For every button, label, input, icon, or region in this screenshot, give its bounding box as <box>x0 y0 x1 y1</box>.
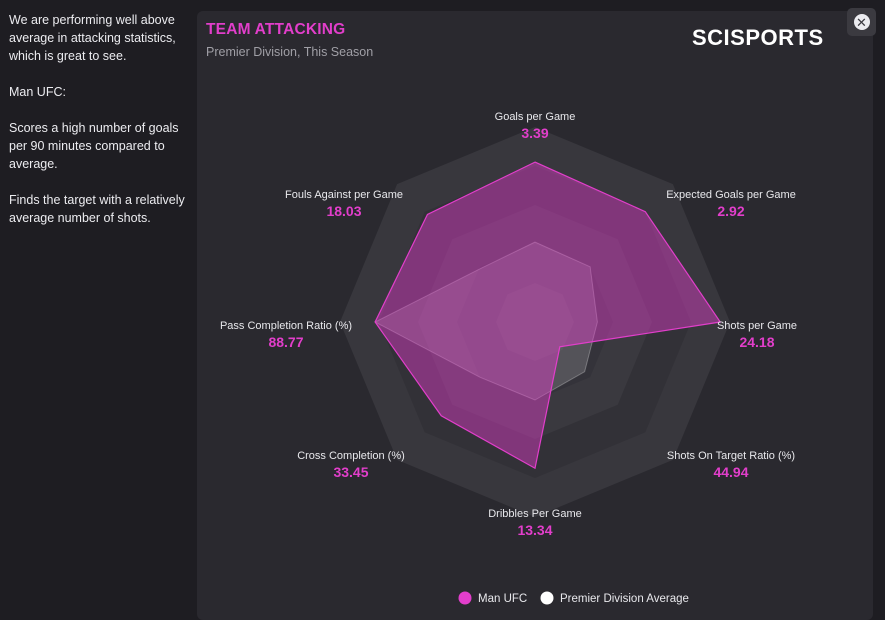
team-series-area <box>374 161 722 470</box>
axis-label: Pass Completion Ratio (%) <box>220 320 352 332</box>
axis-value: 13.34 <box>517 522 552 538</box>
insight-paragraph: Man UFC: <box>9 85 66 99</box>
chart-subtitle: Premier Division, This Season <box>206 45 374 59</box>
axis-label: Shots per Game <box>717 320 797 332</box>
axis-value: 3.39 <box>521 125 548 141</box>
insight-paragraph: Finds the target with a relatively avera… <box>9 193 185 225</box>
legend-label-team: Man UFC <box>478 593 527 605</box>
axis-value: 24.18 <box>739 334 774 350</box>
axis-label: Goals per Game <box>495 111 576 123</box>
legend-label-average: Premier Division Average <box>560 593 689 605</box>
axis-value: 88.77 <box>268 334 303 350</box>
axis-label: Dribbles Per Game <box>488 508 582 520</box>
legend-swatch-team <box>458 591 472 605</box>
close-button[interactable]: ✕ <box>847 8 876 36</box>
axis-value: 33.45 <box>333 464 368 480</box>
insight-paragraph: We are performing well above average in … <box>9 13 176 63</box>
axis-label: Fouls Against per Game <box>285 189 403 201</box>
legend-swatch-average <box>540 591 554 605</box>
axis-value: 18.03 <box>326 203 361 219</box>
average-series-area <box>374 241 598 401</box>
axis-label: Cross Completion (%) <box>297 450 405 462</box>
radar-grid-ring <box>496 283 574 361</box>
axis-label: Expected Goals per Game <box>666 189 796 201</box>
axis-value: 44.94 <box>713 464 748 480</box>
chart-title: TEAM ATTACKING <box>206 21 346 38</box>
insight-sidebar: We are performing well above average in … <box>0 0 192 620</box>
scisports-logo: SCISPORTS <box>692 25 824 50</box>
insight-paragraph: Scores a high number of goals per 90 min… <box>9 121 179 171</box>
close-icon: ✕ <box>853 14 870 30</box>
axis-label: Shots On Target Ratio (%) <box>667 450 795 462</box>
axis-value: 2.92 <box>717 203 744 219</box>
